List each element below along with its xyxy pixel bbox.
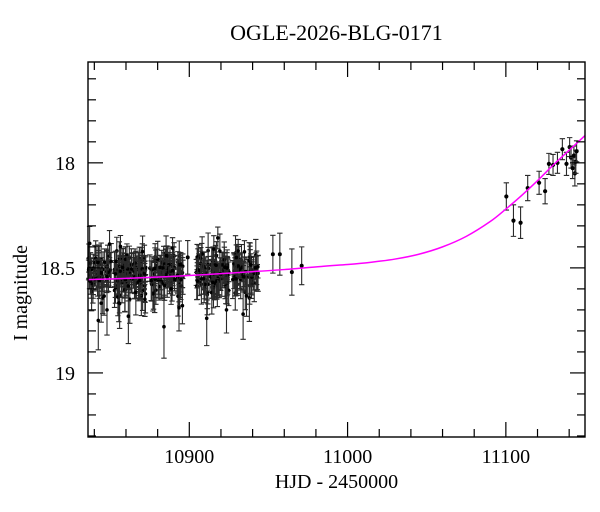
chart-title: OGLE-2026-BLG-0171 xyxy=(230,20,443,45)
data-point xyxy=(149,278,153,283)
data-point xyxy=(126,314,131,319)
data-point xyxy=(96,260,100,265)
data-point xyxy=(571,153,577,158)
data-point xyxy=(511,218,516,223)
model-light-curve xyxy=(87,134,586,281)
data-point xyxy=(204,316,209,321)
data-point xyxy=(129,267,134,271)
data-point xyxy=(199,276,204,281)
data-point xyxy=(170,268,175,273)
data-point xyxy=(574,149,579,154)
data-point xyxy=(113,272,118,276)
x-tick-label: 10900 xyxy=(164,446,214,468)
data-point xyxy=(504,194,509,199)
x-axis-label: HJD - 2450000 xyxy=(274,471,399,493)
data-point xyxy=(172,277,177,282)
data-point xyxy=(87,241,92,246)
data-point xyxy=(180,303,185,308)
y-tick-label: 18 xyxy=(55,153,75,175)
data-point xyxy=(158,265,162,270)
data-point xyxy=(234,277,238,281)
tick-labels: 10900 11000 11100 18 18.5 19 xyxy=(40,153,530,468)
data-point xyxy=(277,252,282,257)
data-point xyxy=(142,272,147,276)
data-point xyxy=(212,247,216,252)
data-point xyxy=(177,305,181,310)
data-point xyxy=(143,297,147,302)
data-point xyxy=(570,165,575,171)
data-point xyxy=(107,242,112,246)
data-point xyxy=(102,294,106,298)
data-point xyxy=(118,244,123,249)
data-point xyxy=(153,266,157,271)
data-point xyxy=(118,269,123,273)
data-point xyxy=(194,284,199,288)
data-point xyxy=(210,280,215,285)
data-point xyxy=(178,262,182,267)
data-point xyxy=(225,266,229,270)
y-tick-label: 19 xyxy=(55,363,75,385)
data-point xyxy=(170,246,175,250)
data-point xyxy=(242,250,247,254)
data-point xyxy=(137,278,142,283)
data-point xyxy=(167,262,171,267)
y-tick-label: 18.5 xyxy=(40,258,75,280)
data-point xyxy=(105,308,109,312)
data-point xyxy=(140,249,145,254)
data-point xyxy=(195,279,200,283)
model-curve xyxy=(87,134,586,281)
data-point xyxy=(216,236,220,240)
data-point xyxy=(179,277,183,282)
data-point xyxy=(99,271,103,275)
data-point xyxy=(518,220,523,225)
data-point xyxy=(105,274,109,279)
data-point xyxy=(106,270,111,275)
data-point xyxy=(299,263,304,268)
data-point xyxy=(289,270,294,275)
data-point xyxy=(543,189,548,194)
data-point xyxy=(270,252,275,257)
data-point xyxy=(253,265,258,270)
data-point xyxy=(536,180,542,185)
data-point xyxy=(214,263,218,268)
plot-frame xyxy=(87,61,586,438)
data-point xyxy=(236,249,240,253)
data-point xyxy=(206,282,210,287)
axis-ticks xyxy=(88,62,585,437)
data-point xyxy=(99,301,103,305)
x-tick-label: 11100 xyxy=(482,446,531,468)
axes-frame xyxy=(87,61,586,438)
data-point xyxy=(244,294,249,298)
data-point xyxy=(236,264,241,268)
data-point xyxy=(231,277,235,282)
data-point xyxy=(185,255,190,260)
data-point xyxy=(546,161,552,166)
data-point xyxy=(234,255,239,260)
data-point xyxy=(134,290,138,295)
data-point xyxy=(564,161,569,166)
data-point xyxy=(102,260,107,264)
data-point xyxy=(162,324,166,329)
data-point xyxy=(169,287,173,291)
x-tick-label: 11000 xyxy=(323,446,372,468)
data-point xyxy=(114,259,118,264)
data-point xyxy=(164,253,169,258)
data-point xyxy=(117,301,121,305)
data-point xyxy=(96,318,101,323)
photometry-points xyxy=(85,137,580,359)
data-point xyxy=(120,265,125,270)
data-point xyxy=(218,249,222,253)
data-point xyxy=(241,274,246,279)
data-point xyxy=(249,263,253,267)
data-point xyxy=(208,274,212,278)
data-point xyxy=(224,308,229,312)
data-point xyxy=(560,147,565,152)
data-point xyxy=(88,279,93,284)
data-point xyxy=(241,312,245,316)
data-point xyxy=(162,283,167,288)
